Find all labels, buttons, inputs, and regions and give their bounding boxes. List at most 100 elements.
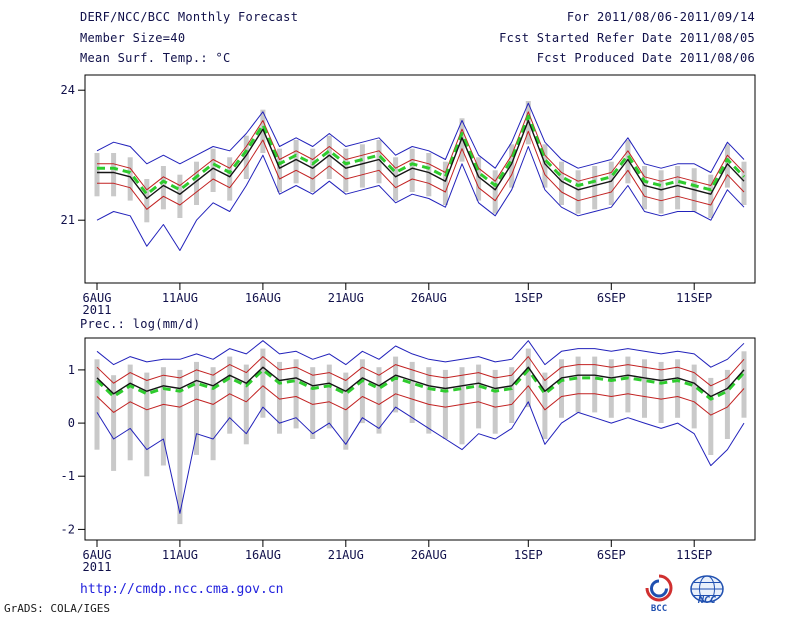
spread-bar bbox=[592, 356, 598, 413]
spread-bar bbox=[359, 144, 365, 188]
spread-bar bbox=[393, 157, 399, 201]
y-axis-tick-label: 1 bbox=[68, 363, 75, 377]
spread-bar bbox=[310, 148, 316, 192]
ncc-logo: NCC bbox=[690, 575, 724, 606]
spread-bar bbox=[492, 369, 498, 434]
spread-bar bbox=[210, 367, 216, 461]
spread-bar bbox=[210, 148, 216, 192]
series-ensemble-min-blue bbox=[96, 146, 745, 251]
spread-bar bbox=[426, 153, 432, 197]
spread-bar bbox=[343, 148, 349, 192]
spread-bar bbox=[608, 359, 614, 418]
spread-bar bbox=[409, 148, 415, 192]
y-axis-tick-label: 0 bbox=[68, 416, 75, 430]
spread-bar bbox=[509, 367, 515, 423]
spread-bar bbox=[442, 161, 448, 205]
x-axis-tick-label: 6AUG bbox=[83, 291, 112, 305]
spread-bar bbox=[144, 179, 150, 223]
bcc-logo-label: BCC bbox=[651, 604, 667, 614]
series-lower-quartile-red bbox=[96, 385, 745, 416]
member-size-label: Member Size=40 bbox=[80, 31, 186, 45]
series-upper-quartile-red bbox=[97, 111, 745, 191]
x-axis-year-label: 2011 bbox=[83, 303, 112, 317]
x-axis-tick-label: 1SEP bbox=[514, 291, 543, 305]
y-axis-tick-label: -2 bbox=[61, 522, 75, 536]
x-axis-tick-label: 11SEP bbox=[676, 291, 712, 305]
spread-bar bbox=[708, 174, 714, 218]
spread-bar bbox=[194, 361, 199, 455]
x-axis-tick-label: 11AUG bbox=[162, 548, 198, 562]
spread-bar bbox=[642, 359, 647, 418]
spread-bar bbox=[326, 135, 332, 179]
spread-bar bbox=[575, 170, 581, 214]
x-axis-tick-label: 16AUG bbox=[245, 291, 281, 305]
fcst-produced-date-label: Fcst Produced Date 2011/08/06 bbox=[536, 51, 755, 65]
ncc-logo-label: NCC bbox=[697, 595, 716, 606]
x-axis-year-label: 2011 bbox=[83, 560, 112, 574]
spread-bar bbox=[376, 367, 382, 434]
x-axis-tick-label: 1SEP bbox=[514, 548, 543, 562]
spread-bar bbox=[525, 101, 531, 145]
spread-bar bbox=[608, 161, 614, 205]
spread-bar bbox=[177, 174, 183, 218]
spread-bar bbox=[542, 144, 548, 188]
forecast-range-label: For 2011/08/06-2011/09/14 bbox=[566, 10, 755, 24]
spread-bar bbox=[691, 364, 697, 429]
x-axis-tick-label: 26AUG bbox=[411, 548, 447, 562]
spread-bar bbox=[243, 364, 249, 445]
spread-bar bbox=[741, 161, 747, 205]
bcc-logo-blue-swirl bbox=[650, 579, 668, 598]
spread-bar bbox=[592, 166, 598, 210]
page-title: DERF/NCC/BCC Monthly Forecast bbox=[80, 10, 299, 24]
series-ensemble-max-blue bbox=[96, 340, 745, 368]
spread-bar bbox=[144, 372, 150, 477]
spread-bar bbox=[160, 166, 166, 210]
spread-bar bbox=[127, 364, 133, 461]
spread-bar bbox=[509, 144, 515, 188]
x-axis-tick-label: 6AUG bbox=[83, 548, 112, 562]
spread-bar bbox=[260, 348, 266, 418]
series-median-green-dashed bbox=[95, 368, 746, 401]
series-ensemble-max-blue bbox=[96, 102, 745, 173]
series-upper-quartile-red bbox=[96, 356, 745, 387]
spread-bar bbox=[476, 364, 482, 429]
spread-bar bbox=[277, 148, 282, 192]
spread-bar bbox=[409, 361, 415, 423]
spread-bar bbox=[227, 157, 233, 201]
y-axis-tick-label: -1 bbox=[61, 469, 75, 483]
x-axis-tick-label: 16AUG bbox=[245, 548, 281, 562]
x-axis-tick-label: 21AUG bbox=[328, 291, 364, 305]
spread-bar bbox=[442, 369, 448, 439]
y-axis-tick-label: 24 bbox=[61, 83, 75, 97]
spread-bar bbox=[243, 135, 249, 179]
y-axis-tick-label: 21 bbox=[61, 213, 75, 227]
x-axis-tick-label: 11SEP bbox=[676, 548, 712, 562]
spread-bar bbox=[708, 377, 714, 455]
spread-bar bbox=[293, 359, 299, 429]
spread-bar bbox=[343, 372, 349, 450]
spread-bar bbox=[194, 161, 199, 205]
series-lower-quartile-red bbox=[97, 130, 745, 210]
precipitation-member-spread-bars bbox=[94, 348, 747, 525]
website-url-link[interactable]: http://cmdp.ncc.cma.gov.cn bbox=[80, 582, 284, 597]
spread-bar bbox=[459, 367, 465, 445]
temp-panel-title: Mean Surf. Temp.: °C bbox=[80, 51, 231, 65]
bcc-logo-red-swirl bbox=[645, 574, 673, 602]
spread-bar bbox=[293, 140, 299, 184]
spread-bar bbox=[227, 356, 233, 434]
spread-bar bbox=[160, 367, 166, 466]
spread-bar bbox=[741, 351, 747, 418]
spread-bar bbox=[94, 153, 100, 197]
spread-bar bbox=[575, 356, 581, 413]
spread-bar bbox=[559, 359, 564, 418]
mean-surface-temperature-frame bbox=[84, 74, 756, 284]
spread-bar bbox=[326, 364, 332, 429]
spread-bar bbox=[525, 348, 531, 408]
spread-bar bbox=[542, 372, 548, 439]
series-ensemble-mean-black bbox=[97, 119, 745, 200]
spread-bar bbox=[426, 367, 432, 434]
x-axis-tick-label: 26AUG bbox=[411, 291, 447, 305]
